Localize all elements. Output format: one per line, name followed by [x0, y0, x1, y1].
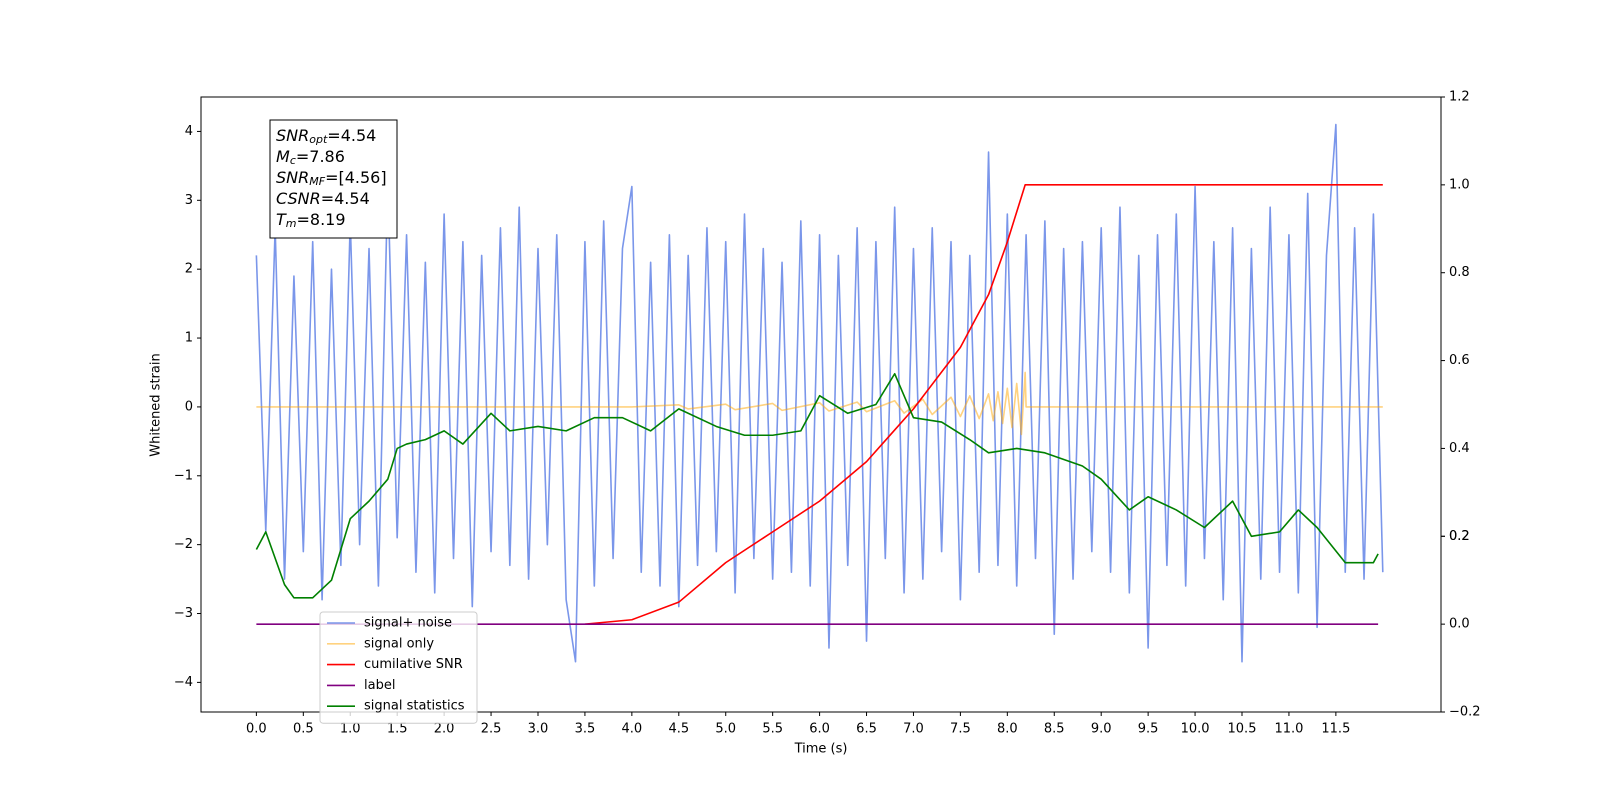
- stats-symbol: SNR: [276, 168, 309, 187]
- x-tick-label: 11.0: [1274, 722, 1303, 737]
- x-tick-label: 10.5: [1228, 722, 1257, 737]
- x-tick-label: 2.5: [481, 722, 502, 737]
- y-tick-label: 3: [185, 193, 193, 208]
- x-tick-label: 4.0: [622, 722, 643, 737]
- y2-tick-label: 0.4: [1449, 441, 1470, 456]
- x-tick-label: 3.0: [528, 722, 549, 737]
- stats-line: Mc=7.86: [276, 147, 345, 168]
- series-line: [584, 184, 1383, 625]
- x-tick-label: 6.0: [809, 722, 830, 737]
- y-tick-label: 0: [185, 399, 193, 414]
- stats-symbol: T: [276, 210, 287, 229]
- y2-tick-label: 1.0: [1449, 177, 1470, 192]
- legend-label: signal only: [364, 636, 434, 651]
- stats-line: CSNR=4.54: [276, 189, 370, 208]
- x-tick-label: 9.0: [1091, 722, 1112, 737]
- y2-tick-label: 0.0: [1449, 617, 1470, 632]
- x-tick-label: 8.0: [997, 722, 1018, 737]
- x-tick-label: 1.5: [387, 722, 408, 737]
- x-tick-label: 1.0: [340, 722, 361, 737]
- stats-value: =[4.56]: [325, 168, 387, 187]
- x-tick-label: 5.0: [715, 722, 736, 737]
- stats-line: SNRMF=[4.56]: [276, 168, 387, 189]
- x-tick-label: 0.0: [246, 722, 267, 737]
- stats-line: SNRopt=4.54: [276, 126, 376, 147]
- stats-symbol: M: [276, 147, 290, 166]
- y2-tick-label: 0.2: [1449, 529, 1470, 544]
- legend-label: cumilative SNR: [364, 657, 463, 672]
- x-tick-label: 11.5: [1321, 722, 1350, 737]
- stats-subscript: c: [290, 154, 296, 167]
- x-tick-label: 7.0: [903, 722, 924, 737]
- legend-label: signal+ noise: [364, 616, 452, 631]
- stats-value: =4.54: [327, 126, 376, 145]
- x-tick-label: 7.5: [950, 722, 971, 737]
- stats-box: SNRopt=4.54Mc=7.86SNRMF=[4.56]CSNR=4.54T…: [269, 119, 398, 239]
- stats-subscript: opt: [309, 133, 328, 146]
- x-tick-label: 2.0: [434, 722, 455, 737]
- y2-tick-label: 0.8: [1449, 265, 1470, 280]
- stats-symbol: CSNR: [276, 189, 321, 208]
- x-tick-label: 6.5: [856, 722, 877, 737]
- y-tick-label: −1: [174, 468, 193, 483]
- y-tick-label: −2: [174, 537, 193, 552]
- stats-value: =7.86: [296, 147, 345, 166]
- legend-label: signal statistics: [364, 699, 465, 714]
- legend: signal+ noise signal only cumilative SNR la…: [319, 611, 478, 724]
- y-tick-label: −4: [174, 675, 193, 690]
- series-line: [255, 372, 1379, 599]
- y2-tick-label: 0.2: [1449, 529, 1470, 544]
- x-tick-label: 10.0: [1181, 722, 1210, 737]
- y-tick-label: −3: [174, 606, 193, 621]
- axes-frame: [200, 96, 1442, 713]
- x-tick-label: 0.5: [293, 722, 314, 737]
- x-tick-label: 5.5: [762, 722, 783, 737]
- y-tick-label: 1: [185, 331, 193, 346]
- stats-line: Tm=8.19: [276, 210, 346, 231]
- stats-box-frame: [269, 119, 398, 239]
- x-axis-label: Time (s): [794, 742, 848, 757]
- stats-value: =8.19: [297, 210, 346, 229]
- legend-label: label: [364, 678, 395, 693]
- y-axis-label: Whitened strain: [149, 353, 164, 456]
- legend-frame: [319, 611, 478, 724]
- y-tick-label: 2: [185, 262, 193, 277]
- y-tick-label: 4: [185, 124, 193, 139]
- stats-value: =4.54: [321, 189, 370, 208]
- stats-subscript: MF: [309, 175, 325, 188]
- x-tick-label: 3.5: [575, 722, 596, 737]
- series-line: [256, 371, 1383, 436]
- y2-tick-label: 1.2: [1449, 90, 1470, 105]
- series-line: [255, 123, 1384, 663]
- x-tick-label: 4.5: [668, 722, 689, 737]
- stats-subscript: m: [286, 217, 297, 230]
- y2-tick-label: 0.6: [1449, 353, 1470, 368]
- y2-tick-label: −0.2: [1449, 705, 1481, 720]
- x-tick-label: 8.5: [1044, 722, 1065, 737]
- stats-symbol: SNR: [276, 126, 309, 145]
- x-tick-label: 9.5: [1138, 722, 1159, 737]
